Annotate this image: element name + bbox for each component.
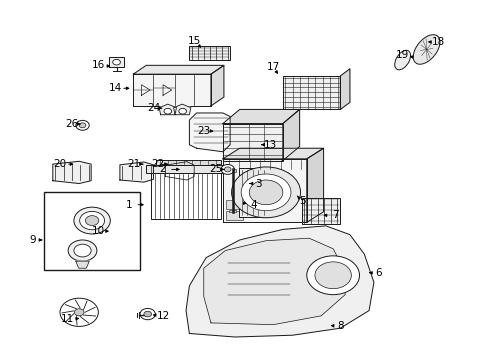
Circle shape (140, 309, 155, 320)
Ellipse shape (394, 50, 410, 70)
Text: 20: 20 (53, 159, 66, 169)
Circle shape (60, 298, 98, 327)
Polygon shape (173, 104, 190, 115)
Text: 23: 23 (197, 126, 210, 136)
Bar (189, 46, 230, 60)
Bar (302, 198, 340, 224)
Text: 10: 10 (92, 226, 105, 236)
Circle shape (79, 123, 86, 128)
Polygon shape (223, 123, 282, 161)
Circle shape (241, 174, 290, 211)
Bar (146, 165, 225, 173)
Circle shape (68, 240, 97, 261)
Polygon shape (53, 161, 91, 184)
Circle shape (221, 165, 234, 174)
Circle shape (143, 311, 151, 317)
Polygon shape (306, 148, 323, 222)
Bar (229, 169, 236, 171)
Bar (229, 210, 236, 212)
Circle shape (224, 167, 231, 172)
Polygon shape (76, 261, 89, 268)
Bar (151, 173, 220, 219)
Text: 17: 17 (266, 62, 279, 72)
Text: 22: 22 (151, 159, 164, 169)
Circle shape (74, 309, 84, 316)
Circle shape (249, 180, 282, 205)
Text: 25: 25 (209, 165, 222, 174)
Polygon shape (120, 162, 153, 182)
Polygon shape (340, 69, 349, 109)
Polygon shape (185, 226, 373, 337)
Text: 1: 1 (126, 200, 133, 210)
Text: 13: 13 (264, 140, 277, 150)
Polygon shape (282, 109, 299, 161)
Text: 21: 21 (127, 159, 141, 169)
Text: 9: 9 (29, 235, 36, 245)
Text: 6: 6 (375, 269, 381, 279)
Text: 18: 18 (431, 37, 444, 48)
Circle shape (74, 244, 91, 257)
Text: 12: 12 (156, 311, 169, 321)
Polygon shape (210, 66, 224, 106)
Circle shape (74, 207, 110, 234)
Circle shape (314, 262, 351, 289)
Bar (226, 211, 243, 220)
Text: 15: 15 (187, 36, 201, 46)
Text: 26: 26 (65, 118, 79, 129)
Polygon shape (159, 104, 176, 115)
Polygon shape (223, 109, 299, 123)
Text: 8: 8 (336, 321, 343, 332)
Text: 3: 3 (255, 179, 262, 189)
Polygon shape (282, 76, 340, 109)
Text: 5: 5 (298, 196, 305, 206)
Text: 14: 14 (108, 83, 122, 93)
Text: 16: 16 (92, 60, 105, 70)
Circle shape (306, 256, 359, 294)
Text: 2: 2 (160, 165, 166, 174)
Polygon shape (223, 159, 306, 222)
Polygon shape (109, 57, 123, 67)
Circle shape (231, 167, 300, 218)
Text: 24: 24 (146, 103, 160, 113)
Polygon shape (133, 74, 210, 106)
Circle shape (112, 59, 120, 65)
Bar (226, 200, 243, 209)
Circle shape (80, 211, 104, 230)
Text: 19: 19 (395, 50, 408, 60)
Text: 7: 7 (331, 210, 338, 220)
Circle shape (76, 120, 89, 130)
Polygon shape (223, 148, 323, 159)
Polygon shape (165, 162, 194, 180)
Polygon shape (133, 66, 224, 74)
Text: 11: 11 (61, 314, 74, 324)
Bar (238, 168, 267, 217)
Circle shape (85, 216, 99, 225)
Polygon shape (203, 238, 345, 325)
Polygon shape (189, 113, 230, 152)
Ellipse shape (412, 35, 439, 64)
Bar (156, 159, 220, 165)
Bar (44, 192, 140, 270)
Circle shape (179, 108, 186, 114)
Text: 4: 4 (250, 200, 257, 210)
Circle shape (163, 108, 171, 114)
